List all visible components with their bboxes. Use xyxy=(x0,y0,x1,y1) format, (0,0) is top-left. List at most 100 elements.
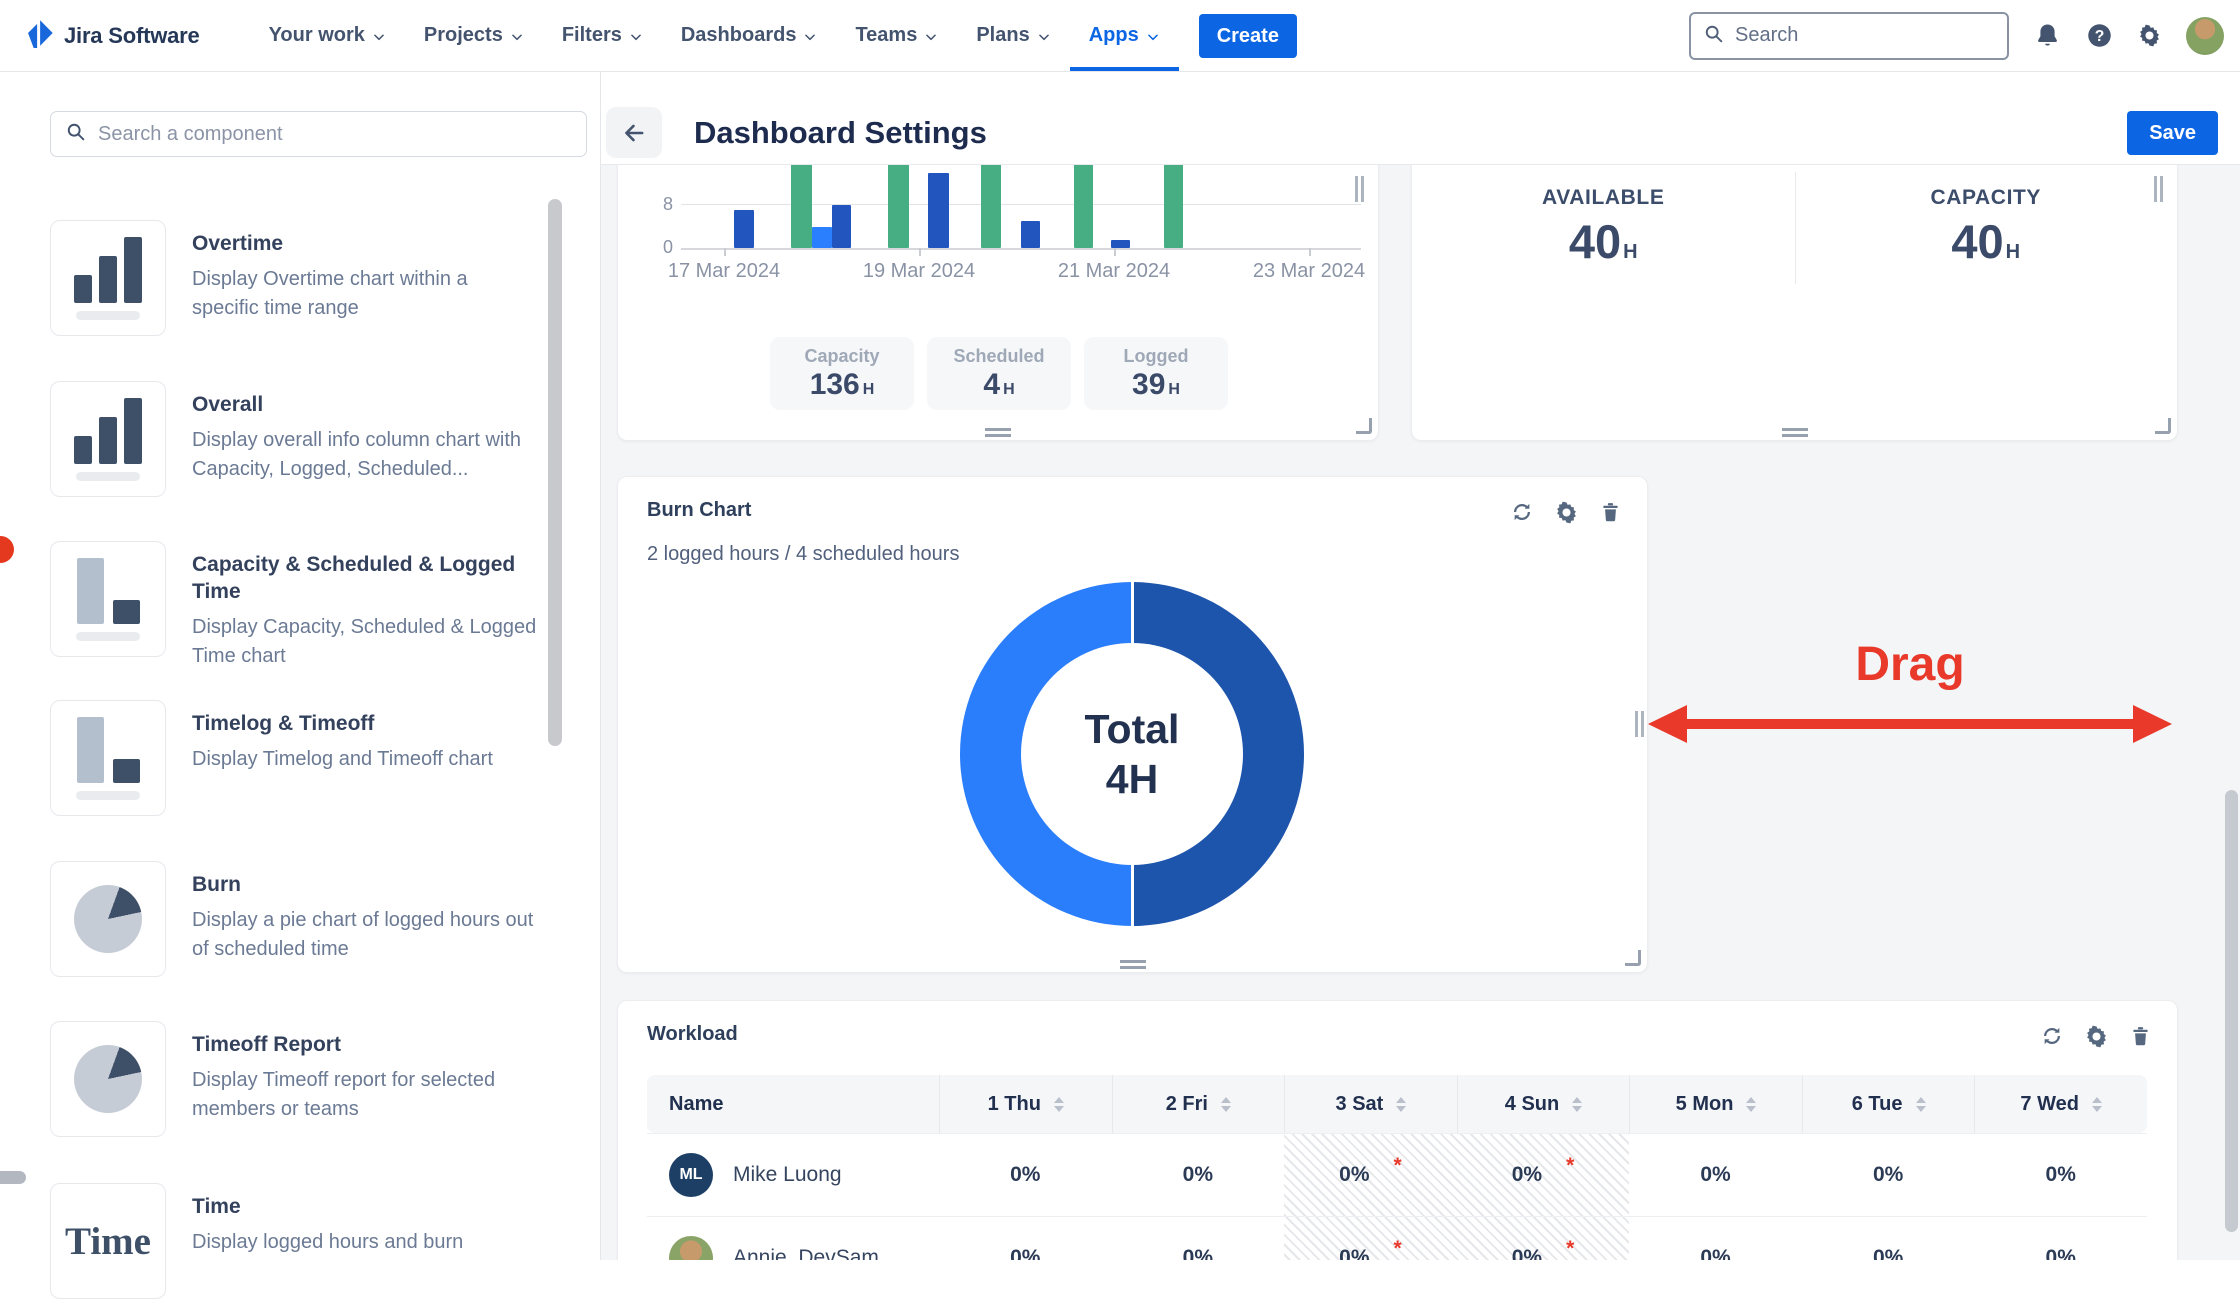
overload-flag-icon: * xyxy=(1393,1154,1402,1177)
workload-cell: 0% * xyxy=(1457,1237,1630,1260)
sidebar-item-timeoff-report[interactable]: Timeoff Report Display Timeoff report for… xyxy=(50,1021,537,1137)
page-scrollbar[interactable] xyxy=(2225,790,2238,1232)
component-search-input[interactable] xyxy=(96,121,572,147)
sort-button[interactable] xyxy=(1572,1096,1583,1112)
help-icon[interactable]: ? xyxy=(2086,22,2113,49)
save-button[interactable]: Save xyxy=(2127,111,2218,155)
time-text-icon: Time xyxy=(50,1183,166,1299)
settings-icon[interactable] xyxy=(1555,501,1578,524)
column-header-3-sat: 3 Sat xyxy=(1284,1075,1457,1133)
nav-item-filters[interactable]: Filters xyxy=(543,0,662,71)
refresh-icon[interactable] xyxy=(2041,1025,2063,1048)
resize-handle-icon[interactable] xyxy=(1781,428,1808,437)
nav-item-plans[interactable]: Plans xyxy=(957,0,1069,71)
availability-label: AVAILABLE xyxy=(1542,186,1665,209)
nav-item-label: Projects xyxy=(423,24,503,46)
corner-resize-icon[interactable] xyxy=(2155,418,2171,434)
component-description: Display logged hours and burn xyxy=(192,1231,464,1253)
component-sidebar: Overtime Display Overtime chart within a … xyxy=(0,71,601,1299)
sort-button[interactable] xyxy=(1746,1096,1757,1112)
sidebar-item-timelog-timeoff[interactable]: Timelog & Timeoff Display Timelog and Tim… xyxy=(50,700,537,816)
stat-unit: H xyxy=(1168,381,1180,398)
resize-handle-icon[interactable] xyxy=(985,428,1011,437)
refresh-icon[interactable] xyxy=(1511,501,1533,524)
nav-item-your-work[interactable]: Your work xyxy=(250,0,405,71)
burn-subtitle: 2 logged hours / 4 scheduled hours xyxy=(647,543,960,565)
component-search[interactable] xyxy=(50,111,587,157)
chart-bar xyxy=(1111,239,1130,248)
widget-actions xyxy=(1511,501,1621,524)
component-text: Timeoff Report Display Timeoff report for… xyxy=(192,1021,537,1137)
column-header-label: Name xyxy=(669,1092,724,1115)
sort-button[interactable] xyxy=(1053,1096,1064,1112)
column-header-2-fri: 2 Fri xyxy=(1111,1075,1285,1133)
column-header-1-thu: 1 Thu xyxy=(939,1075,1112,1133)
x-axis-label: 21 Mar 2024 xyxy=(1057,260,1171,282)
sidebar-item-overtime[interactable]: Overtime Display Overtime chart within a … xyxy=(50,220,537,336)
sort-button[interactable] xyxy=(1220,1096,1231,1112)
brand[interactable]: Jira Software xyxy=(24,0,200,71)
workload-cell: 0% xyxy=(1112,1163,1285,1187)
drag-handle-icon[interactable] xyxy=(1635,711,1644,737)
workload-value: 0% xyxy=(2045,1163,2076,1186)
drag-handle-icon[interactable] xyxy=(2154,176,2163,202)
workload-cell: 0% xyxy=(939,1246,1112,1260)
sort-button[interactable] xyxy=(1396,1096,1407,1112)
weekend-hatch xyxy=(1284,1133,1630,1260)
sidebar-item-overall[interactable]: Overall Display overall info column chart… xyxy=(50,381,537,497)
create-button[interactable]: Create xyxy=(1198,14,1297,58)
workload-value: 0% xyxy=(1339,1163,1370,1186)
sidebar-item-time[interactable]: Time Time Display logged hours and burn xyxy=(50,1183,537,1299)
component-text: Capacity & Scheduled & Logged Time Displa… xyxy=(192,541,537,671)
availability-cells: AVAILABLE 40 H CAPACITY 40 H xyxy=(1412,164,2177,440)
chart-bar xyxy=(981,164,1001,248)
component-description: Display overall info column chart with C… xyxy=(192,429,522,480)
sidebar-scrollbar[interactable] xyxy=(548,199,562,746)
resize-handle-icon[interactable] xyxy=(1119,960,1146,969)
nav-item-projects[interactable]: Projects xyxy=(405,0,543,71)
sidebar-item-capacity-scheduled-logged-time[interactable]: Capacity & Scheduled & Logged Time Displa… xyxy=(50,541,537,671)
drag-arrow-icon xyxy=(1648,705,2172,743)
corner-resize-icon[interactable] xyxy=(1356,418,1372,434)
workload-cell: 0% xyxy=(1802,1163,1975,1187)
drag-handle-icon[interactable] xyxy=(1355,176,1364,202)
nav-search[interactable] xyxy=(1689,11,2009,60)
sort-button[interactable] xyxy=(2091,1096,2102,1112)
sort-button[interactable] xyxy=(1915,1096,1926,1112)
nav-search-input[interactable] xyxy=(1733,23,1995,48)
nav-item-label: Apps xyxy=(1088,24,1139,46)
user-avatar[interactable] xyxy=(2186,16,2224,55)
nav-item-apps[interactable]: Apps xyxy=(1070,0,1179,71)
stat-unit: H xyxy=(1003,381,1015,398)
search-icon xyxy=(1703,23,1724,49)
sidebar-item-burn[interactable]: Burn Display a pie chart of logged hours … xyxy=(50,861,537,977)
availability-label: CAPACITY xyxy=(1930,186,2042,209)
component-text: Burn Display a pie chart of logged hours … xyxy=(192,861,537,977)
delete-icon[interactable] xyxy=(2130,1025,2151,1048)
settings-icon[interactable] xyxy=(2138,24,2161,47)
nav-item-label: Plans xyxy=(976,24,1030,46)
delete-icon[interactable] xyxy=(1600,501,1621,524)
back-button[interactable] xyxy=(606,107,662,158)
chart-bar xyxy=(791,164,812,248)
settings-icon[interactable] xyxy=(2085,1025,2108,1048)
workload-cell: 0% xyxy=(1629,1246,1802,1260)
donut-center-title: Total xyxy=(1084,705,1180,752)
column-header-label: 6 Tue xyxy=(1851,1092,1903,1115)
nav-item-dashboards[interactable]: Dashboards xyxy=(662,0,837,71)
nav-item-teams[interactable]: Teams xyxy=(836,0,957,71)
nav-item-label: Teams xyxy=(855,24,918,46)
workload-cell: 0% xyxy=(1112,1246,1285,1260)
workload-value: 0% xyxy=(1872,1246,1904,1260)
column-header-label: 1 Thu xyxy=(987,1092,1041,1115)
workload-value: 0% xyxy=(2045,1246,2076,1260)
workload-value: 0% xyxy=(1700,1163,1731,1186)
notifications-icon[interactable] xyxy=(2034,22,2061,49)
workload-value: 0% xyxy=(1182,1246,1214,1260)
overload-flag-icon: * xyxy=(1566,1154,1575,1177)
horizontal-scrollbar[interactable] xyxy=(0,1171,26,1184)
gridline xyxy=(681,203,1361,205)
corner-resize-icon[interactable] xyxy=(1625,950,1641,966)
column-header-label: 2 Fri xyxy=(1165,1092,1208,1115)
